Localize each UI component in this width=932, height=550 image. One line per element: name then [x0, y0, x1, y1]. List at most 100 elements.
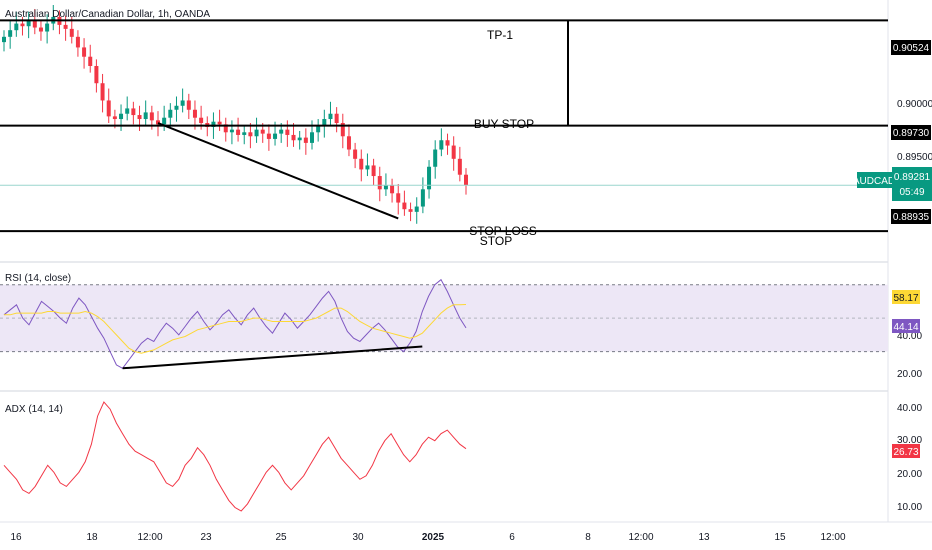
candle-body	[365, 165, 370, 170]
rsi-ma-badge	[892, 290, 920, 304]
candle-body	[254, 129, 259, 137]
candle-body	[229, 129, 234, 133]
candle-body	[316, 125, 321, 133]
candle-body	[285, 129, 290, 135]
candle-body	[75, 36, 80, 48]
candle-body	[464, 174, 468, 186]
candle-body	[192, 109, 197, 118]
adx-tick-10: 10.00	[897, 502, 922, 513]
candle-body	[38, 27, 43, 32]
candle-body	[211, 121, 216, 127]
candle-body	[445, 140, 450, 146]
candle-body	[236, 129, 241, 135]
candle-body	[328, 113, 333, 120]
adx-value: 26.73	[893, 447, 918, 458]
adx-value-badge	[892, 444, 920, 458]
candle-body	[223, 124, 228, 133]
countdown-text: 05:49	[899, 187, 924, 198]
candle-body	[433, 149, 438, 167]
rsi-title: RSI (14, close)	[5, 273, 71, 284]
candle-body	[408, 209, 413, 212]
candle-body	[383, 185, 388, 190]
candle-body	[156, 120, 160, 125]
candle-body	[414, 206, 419, 212]
stop-loss-label: STOP LOSS	[469, 224, 537, 238]
candle-body	[14, 23, 19, 31]
rsi-tick-20: 20.00	[897, 369, 922, 380]
candle-body	[377, 176, 382, 190]
symbol-badge-text: AUDCAD	[853, 176, 895, 187]
candle-body	[242, 132, 247, 135]
time-tick: 16	[10, 532, 22, 543]
current-price-badge	[892, 167, 932, 201]
candle-body	[174, 105, 179, 110]
buy-stop-price-text: 0.89730	[893, 128, 930, 139]
rsi-ma-value: 58.17	[893, 293, 918, 304]
candle-body	[390, 185, 395, 194]
time-tick: 30	[352, 532, 364, 543]
time-tick: 2025	[422, 532, 445, 543]
candle-body	[131, 108, 136, 116]
stop-loss-price-badge	[891, 209, 931, 224]
adx-tick-20: 20.00	[897, 469, 922, 480]
time-tick: 8	[585, 532, 591, 543]
candle-body	[186, 100, 191, 110]
adx-title: ADX (14, 14)	[5, 404, 63, 415]
candle-body	[273, 133, 278, 139]
time-tick: 15	[774, 532, 786, 543]
price-trendline[interactable]	[157, 122, 399, 220]
symbol-badge	[857, 172, 892, 188]
stop-label: STOP	[480, 234, 512, 248]
rsi-ma-line	[4, 304, 467, 354]
candle-body	[125, 108, 130, 114]
candle-body	[137, 115, 142, 120]
candle-body	[353, 149, 358, 159]
price-tick-1: 0.89500	[897, 152, 932, 163]
candles	[2, 5, 468, 224]
adx-line	[3, 401, 467, 512]
stop-loss-price-text: 0.88935	[893, 212, 930, 223]
candle-body	[427, 166, 432, 190]
rsi-trendline[interactable]	[122, 345, 423, 370]
time-tick: 12:00	[820, 532, 845, 543]
candle-body	[291, 134, 296, 141]
candle-body	[402, 202, 407, 210]
tp1-price-text: 0.90524	[893, 43, 930, 54]
current-price-text: 0.89281	[894, 172, 931, 183]
candle-body	[297, 137, 302, 141]
rsi-value: 44.14	[893, 322, 918, 333]
candle-body	[63, 24, 68, 29]
time-tick: 12:00	[137, 532, 162, 543]
time-tick: 13	[698, 532, 710, 543]
candle-body	[396, 193, 401, 203]
candle-body	[260, 129, 265, 134]
candle-body	[82, 47, 87, 57]
candle-body	[143, 112, 148, 120]
candle-body	[420, 189, 425, 207]
candle-body	[149, 112, 154, 121]
candle-body	[69, 28, 74, 37]
time-tick: 18	[86, 532, 98, 543]
chart-title: Australian Dollar/Canadian Dollar, 1h, O…	[5, 9, 210, 20]
candle-body	[8, 30, 13, 37]
time-tick: 25	[275, 532, 287, 543]
tp1-price-badge	[891, 40, 931, 55]
candle-body	[248, 132, 253, 137]
candle-body	[199, 117, 204, 124]
candle-body	[26, 20, 31, 27]
candle-body	[371, 165, 376, 177]
candle-body	[119, 113, 124, 120]
candle-body	[340, 123, 345, 137]
candle-body	[279, 129, 284, 134]
candle-body	[217, 121, 222, 125]
time-tick: 12:00	[628, 532, 653, 543]
candle-body	[112, 116, 117, 120]
candle-body	[100, 83, 105, 101]
rsi-tick-40: 40.00	[897, 331, 922, 342]
time-axis[interactable]: 16 18 12:00 23 25 30 2025 6 8 12:00 13 15 12:00	[10, 532, 846, 543]
candle-body	[359, 158, 364, 170]
candle-body	[334, 113, 339, 124]
candle-body	[451, 145, 456, 159]
adx-tick-40: 40.00	[897, 403, 922, 414]
